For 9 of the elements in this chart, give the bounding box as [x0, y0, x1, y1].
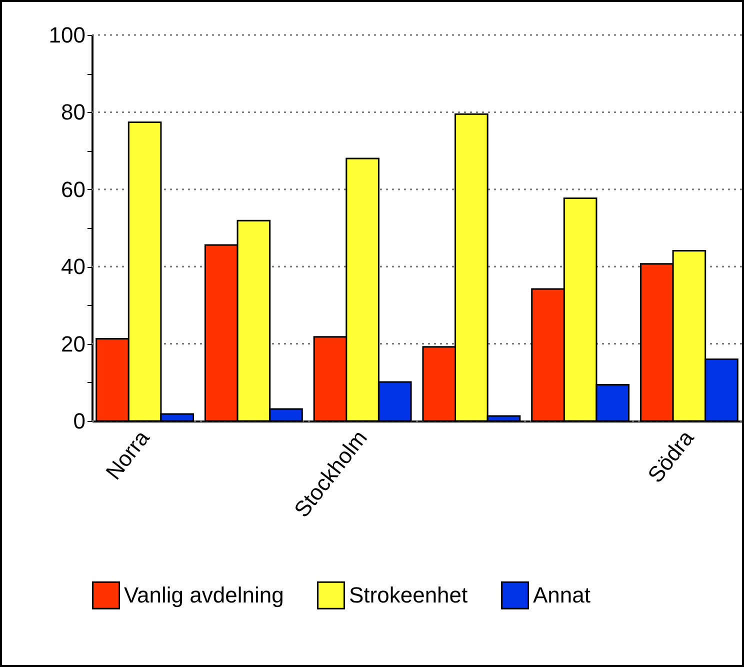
y-tick-label: 100	[48, 22, 86, 48]
y-tick-label: 20	[61, 331, 86, 356]
y-tick-label: 80	[61, 100, 86, 125]
y-tick-label: 40	[61, 254, 86, 280]
y-tick-label: 0	[73, 408, 86, 434]
legend-label: Strokeenhet	[349, 582, 468, 608]
y-tick-label: 60	[61, 176, 86, 202]
legend-label: Vanlig avdelning	[124, 582, 284, 608]
legend-label: Annat	[533, 582, 590, 608]
